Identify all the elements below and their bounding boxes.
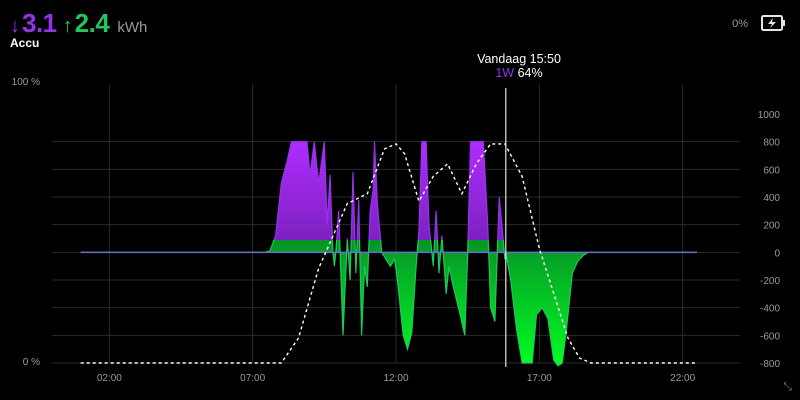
import-value: 3.1 <box>22 8 57 38</box>
y-left-min-label: 0 % <box>23 357 40 368</box>
y-right-tick-label: -600 <box>760 331 780 342</box>
energy-unit: kWh <box>117 19 148 36</box>
export-area <box>80 240 697 366</box>
x-tick-label: 12:00 <box>383 373 408 384</box>
y-right-tick-label: 800 <box>763 138 780 149</box>
resize-icon[interactable]: ⤡ <box>783 381 792 393</box>
power-areas <box>80 141 697 367</box>
export-arrow-icon: ↑ <box>62 15 73 37</box>
energy-summary: ↓ 3.1 ↑ 2.4 kWh Accu <box>10 8 147 50</box>
y-right-tick-label: -400 <box>760 304 780 315</box>
soc-dotted-line <box>80 143 697 364</box>
y-right-tick-label: -200 <box>760 276 780 287</box>
x-tick-label: 07:00 <box>240 373 265 384</box>
export-value: 2.4 <box>74 8 110 38</box>
y-right-tick-label: -800 <box>760 359 780 370</box>
y-right-tick-label: 0 <box>774 248 780 259</box>
y-right-tick-label: 200 <box>763 221 780 232</box>
x-tick-label: 22:00 <box>670 373 695 384</box>
tooltip-time: Vandaag 15:50 <box>477 52 561 66</box>
y-right-tick-label: 400 <box>763 193 780 204</box>
y-right-tick-label: 1000 <box>758 110 781 121</box>
battery-percent: 0% <box>732 18 748 30</box>
x-tick-label: 02:00 <box>97 373 122 384</box>
import-line <box>273 141 504 240</box>
export-line <box>80 240 697 367</box>
x-tick-label: 17:00 <box>527 373 552 384</box>
soc-line <box>80 143 697 364</box>
import-arrow-icon: ↓ <box>10 15 20 37</box>
battery-charging-icon[interactable] <box>760 12 786 34</box>
card-title: Accu <box>10 36 40 50</box>
tooltip-power: 1W <box>495 66 515 80</box>
tooltip-soc: 64% <box>517 66 543 80</box>
hover-tooltip: Vandaag 15:50 1W 64% <box>459 52 579 80</box>
chart-axes: 1000 800 600 400 200 0 -200 -400 -600 -800 02:00 07… <box>12 77 781 384</box>
y-left-max-label: 100 % <box>12 77 40 88</box>
chart-grid <box>52 84 740 364</box>
y-right-tick-label: 600 <box>763 165 780 176</box>
